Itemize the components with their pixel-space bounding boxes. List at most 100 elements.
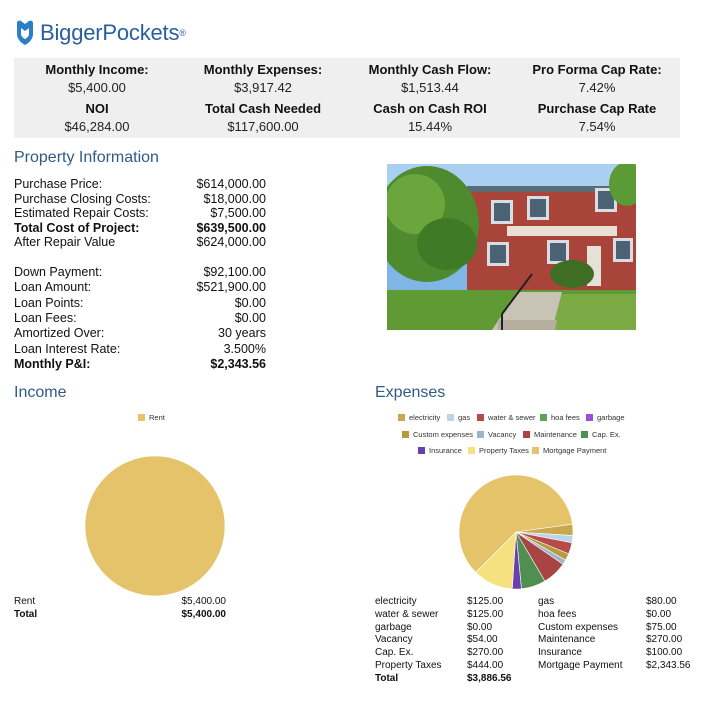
income-pie-slices xyxy=(84,455,226,597)
pie-slice-mortgage-payment xyxy=(458,474,573,573)
expenses-pie-slices xyxy=(458,474,574,590)
pro-forma-cap-rate-metric: Pro Forma Cap Rate: 7.42% xyxy=(514,62,680,95)
legend-item: Cap. Ex. xyxy=(581,430,621,439)
metric-value: $46,284.00 xyxy=(64,119,130,134)
monthly-pi-label: Monthly P&I: xyxy=(14,356,91,371)
brand-logo[interactable]: BiggerPockets ® xyxy=(14,20,186,46)
legend-swatch xyxy=(523,431,530,438)
income-title: Income xyxy=(14,384,67,401)
loan-fees-label: Loan Fees: xyxy=(14,310,77,325)
legend-label: garbage xyxy=(597,413,625,422)
expense-electricity-label: electricity xyxy=(375,596,417,607)
legend-swatch xyxy=(540,414,547,421)
legend-label: hoa fees xyxy=(551,413,580,422)
legend-item: Vacancy xyxy=(477,430,516,439)
expense-garbage-label: garbage xyxy=(375,621,412,633)
expenses-legend: electricity gas water & sewer hoa fees g… xyxy=(390,413,690,457)
metric-label: Monthly Cash Flow: xyxy=(368,62,492,77)
legend-label: Vacancy xyxy=(488,430,517,439)
metric-label: Total Cash Needed xyxy=(204,101,322,116)
property-photo xyxy=(387,164,636,330)
purchase-price-value: $614,000.00 xyxy=(196,177,266,191)
total-cost-value: $639,500.00 xyxy=(196,220,266,235)
loan-points-value: $0.00 xyxy=(234,295,266,310)
legend-item: electricity xyxy=(398,413,440,422)
legend-label: Mortgage Payment xyxy=(543,446,607,455)
legend-label: Property Taxes xyxy=(479,446,529,455)
property-costs-list: Purchase Price: $614,000.00 Purchase Clo… xyxy=(14,177,266,257)
expense-water-label: water & sewer xyxy=(375,608,439,620)
income-pie-chart xyxy=(84,455,226,597)
metric-value: $3,917.42 xyxy=(234,80,292,95)
expense-vacancy-label: Vacancy xyxy=(375,634,413,646)
expense-maintenance-value: $270.00 xyxy=(646,634,683,646)
metric-label: Monthly Expenses: xyxy=(203,62,323,77)
legend-item: water & sewer xyxy=(477,413,536,422)
legend-swatch xyxy=(477,431,484,438)
expense-custom-label: Custom expenses xyxy=(538,621,619,633)
interest-rate-label: Loan Interest Rate: xyxy=(14,341,121,356)
closing-costs-value: $18,000.00 xyxy=(203,191,266,206)
legend-swatch xyxy=(138,414,145,421)
metric-label: Pro Forma Cap Rate: xyxy=(532,62,662,77)
legend-item: Rent xyxy=(138,413,165,422)
expense-gas-label: gas xyxy=(538,596,555,607)
loan-details-list: Down Payment: $92,100.00 Loan Amount: $5… xyxy=(14,265,266,375)
monthly-pi-value: $2,343.56 xyxy=(210,356,266,371)
monthly-expenses-metric: Monthly Expenses: $3,917.42 xyxy=(180,62,346,95)
expense-insurance-value: $100.00 xyxy=(646,647,683,659)
expense-hoa-value: $0.00 xyxy=(646,608,672,620)
noi-metric: NOI $46,284.00 xyxy=(14,101,180,134)
purchase-price-label: Purchase Price: xyxy=(14,177,103,191)
income-legend: Rent xyxy=(14,413,334,425)
expense-custom-value: $75.00 xyxy=(646,621,677,633)
loan-amount-label: Loan Amount: xyxy=(14,280,92,295)
legend-label: electricity xyxy=(409,413,441,422)
income-total-label: Total xyxy=(14,608,38,620)
monthly-income-metric: Monthly Income: $5,400.00 xyxy=(14,62,180,95)
total-cash-needed-metric: Total Cash Needed $117,600.00 xyxy=(180,101,346,134)
expense-mortgage-value: $2,343.56 xyxy=(646,660,691,671)
legend-swatch xyxy=(468,447,475,454)
expense-insurance-label: Insurance xyxy=(538,647,582,659)
expense-water-value: $125.00 xyxy=(467,608,504,620)
repair-costs-label: Estimated Repair Costs: xyxy=(14,206,149,221)
expenses-total-value: $3,886.56 xyxy=(467,672,512,684)
cash-on-cash-roi-metric: Cash on Cash ROI 15.44% xyxy=(347,101,513,134)
property-photo-illustration xyxy=(387,164,636,330)
metric-value: 7.54% xyxy=(578,119,616,134)
summary-panel: Monthly Income: $5,400.00 Monthly Expens… xyxy=(14,58,680,138)
legend-swatch xyxy=(532,447,539,454)
expense-maintenance-label: Maintenance xyxy=(538,634,596,646)
expense-taxes-label: Property Taxes xyxy=(375,660,442,671)
legend-item: Property Taxes xyxy=(468,446,529,455)
metric-value: $5,400.00 xyxy=(68,80,126,95)
loan-fees-value: $0.00 xyxy=(234,310,266,325)
legend-label: Cap. Ex. xyxy=(592,430,621,439)
legend-label: Rent xyxy=(149,413,165,422)
loan-points-label: Loan Points: xyxy=(14,295,84,310)
metric-value: 15.44% xyxy=(407,119,453,134)
legend-label: Custom expenses xyxy=(413,430,474,439)
expenses-pie-chart xyxy=(458,474,574,590)
metric-value: 7.42% xyxy=(578,80,616,95)
legend-item: Mortgage Payment xyxy=(532,446,606,455)
expense-electricity-value: $125.00 xyxy=(467,596,504,607)
metric-value: $1,513.44 xyxy=(401,80,459,95)
expense-mortgage-label: Mortgage Payment xyxy=(538,660,623,671)
expense-taxes-value: $444.00 xyxy=(467,660,504,671)
expense-capex-label: Cap. Ex. xyxy=(375,647,414,659)
closing-costs-label: Purchase Closing Costs: xyxy=(14,191,151,206)
income-row-value: $5,400.00 xyxy=(181,596,227,607)
expense-vacancy-value: $54.00 xyxy=(467,634,498,646)
metric-label: NOI xyxy=(85,101,109,116)
total-cost-label: Total Cost of Project: xyxy=(14,220,140,235)
after-repair-value-label: After Repair Value xyxy=(14,235,116,250)
after-repair-value-value: $624,000.00 xyxy=(196,235,266,250)
legend-swatch xyxy=(581,431,588,438)
legend-item: garbage xyxy=(586,413,625,422)
legend-label: Insurance xyxy=(429,446,462,455)
monthly-cash-flow-metric: Monthly Cash Flow: $1,513.44 xyxy=(347,62,513,95)
repair-costs-value: $7,500.00 xyxy=(210,206,266,221)
loan-amount-value: $521,900.00 xyxy=(196,280,266,295)
